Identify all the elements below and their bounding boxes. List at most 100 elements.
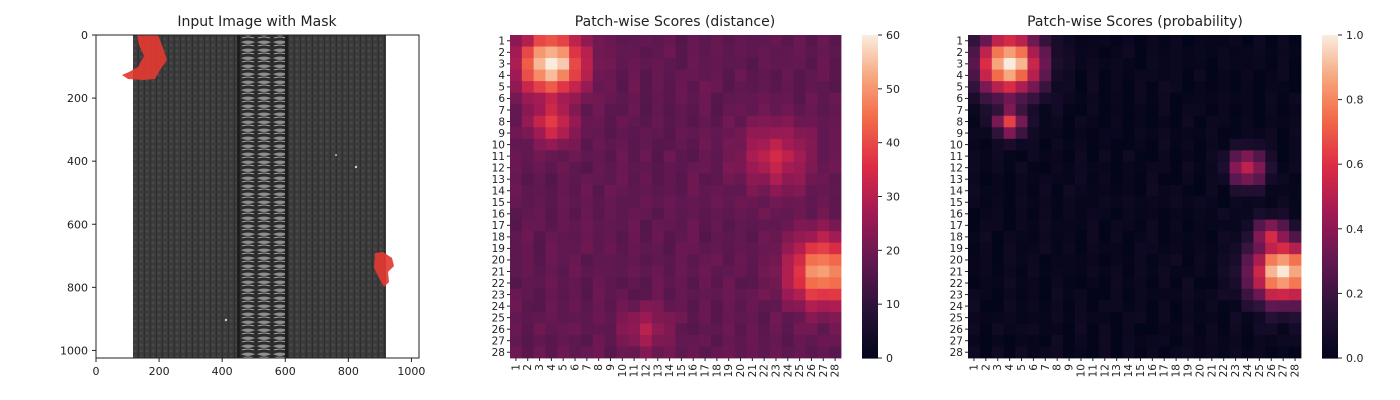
heatmap-cell	[805, 58, 818, 71]
colorbar-segment	[1322, 45, 1338, 50]
heatmap-cell	[1277, 231, 1290, 244]
colorbar-segment	[1322, 279, 1338, 284]
heatmap-cell	[722, 115, 736, 128]
heatmap-cell	[1027, 288, 1040, 301]
heatmap-cell	[1277, 323, 1290, 336]
heatmap-cell	[569, 138, 582, 151]
heatmap-cell	[1193, 346, 1207, 359]
heatmap-cell	[557, 46, 570, 59]
colorbar-segment	[1322, 150, 1338, 155]
heatmap-cell	[1122, 323, 1135, 336]
heatmap-cell	[1134, 231, 1147, 244]
heatmap-cell	[805, 288, 818, 301]
heatmap-cell	[1277, 334, 1290, 347]
heatmap-cell	[1170, 277, 1183, 290]
heatmap-cell	[1217, 311, 1231, 324]
heatmap-cell	[734, 92, 747, 105]
heatmap-cell	[1265, 311, 1278, 324]
heatmap-cell	[1158, 311, 1171, 324]
heatmap-cell	[1039, 161, 1052, 174]
zipper-teeth	[239, 35, 286, 358]
heatmap-cell	[510, 46, 523, 59]
heatmap-cell	[592, 115, 605, 128]
heatmap-cell	[1146, 138, 1159, 151]
heatmap-cell	[1205, 265, 1219, 278]
heatmap-cell	[1134, 265, 1147, 278]
heatmap-cell	[580, 323, 594, 336]
heatmap-cell	[968, 265, 981, 278]
heatmap-cell	[663, 334, 676, 347]
x-tick-label: 24	[782, 364, 794, 378]
heatmap-cell	[1229, 150, 1242, 163]
colorbar-tick-label: 60	[886, 29, 900, 42]
colorbar-segment	[862, 209, 878, 214]
heatmap-cell	[805, 219, 818, 232]
heatmap-cell	[1134, 288, 1147, 301]
heatmap-cell	[1110, 254, 1123, 267]
heatmap-cell	[651, 115, 665, 128]
heatmap-cell	[805, 127, 818, 140]
heatmap-cell	[1241, 184, 1254, 197]
heatmap-cell	[817, 69, 830, 82]
heatmap-cell	[1027, 127, 1040, 140]
heatmap-cell	[781, 161, 795, 174]
heatmap-cell	[722, 46, 736, 59]
heatmap-cell	[1182, 150, 1195, 163]
heatmap-cell	[521, 161, 535, 174]
heatmap-cell	[1086, 219, 1100, 232]
heatmap-cell	[1039, 242, 1052, 255]
heatmap-cell	[663, 231, 676, 244]
heatmap-cell	[592, 35, 605, 47]
x-tick-label: 9	[605, 364, 617, 371]
heatmap-cell	[829, 208, 842, 220]
heatmap-cell	[521, 254, 535, 267]
heatmap-cell	[1098, 196, 1112, 209]
heatmap-cell	[545, 127, 558, 140]
heatmap-cell	[1086, 265, 1100, 278]
heatmap-cell	[817, 173, 830, 186]
colorbar-segment	[1322, 123, 1338, 128]
x-tick-label: 13	[652, 364, 664, 377]
heatmap-cell	[1217, 300, 1231, 313]
heatmap-cell	[734, 58, 747, 71]
heatmap-cell	[829, 92, 842, 105]
colorbar-segment	[862, 323, 878, 327]
heatmap-cell	[1075, 46, 1088, 59]
heatmap-cell	[1253, 150, 1266, 163]
heatmap-cell	[979, 35, 993, 47]
heatmap-cell	[734, 196, 747, 209]
heatmap-cell	[521, 231, 535, 244]
heatmap-cell	[991, 35, 1005, 47]
colorbar-segment	[862, 115, 878, 120]
heatmap-cell	[1229, 288, 1242, 301]
heatmap-cell	[1170, 231, 1183, 244]
colorbar-segment	[862, 83, 878, 87]
heatmap-cell	[1229, 46, 1242, 59]
heatmap-cell	[829, 242, 842, 255]
heatmap-cell	[1170, 35, 1183, 47]
heatmap-cell	[663, 184, 676, 197]
heatmap-cell	[640, 300, 653, 313]
heatmap-cell	[1289, 196, 1302, 209]
colorbar-segment	[862, 277, 878, 281]
panel-title: Patch-wise Scores (distance)	[575, 14, 775, 30]
heatmap-cell	[770, 69, 783, 82]
heatmap-cell	[1098, 58, 1112, 71]
heatmap-cell	[1110, 138, 1123, 151]
heatmap-cell	[829, 184, 842, 197]
heatmap-cell	[829, 311, 842, 324]
heatmap-cell	[979, 231, 993, 244]
heatmap-cell	[699, 138, 712, 151]
heatmap-cell	[569, 219, 582, 232]
heatmap-cell	[1170, 173, 1183, 186]
colorbar-segment	[1322, 191, 1338, 195]
heatmap-cell	[817, 311, 830, 324]
y-tick-label: 9	[956, 128, 963, 140]
heatmap-cell	[1015, 219, 1028, 232]
colorbar-tick-label: 0	[886, 352, 893, 365]
heatmap-cell	[710, 323, 724, 336]
heatmap-cell	[1205, 173, 1219, 186]
heatmap-cell	[968, 346, 981, 359]
heatmap-cell	[968, 173, 981, 186]
